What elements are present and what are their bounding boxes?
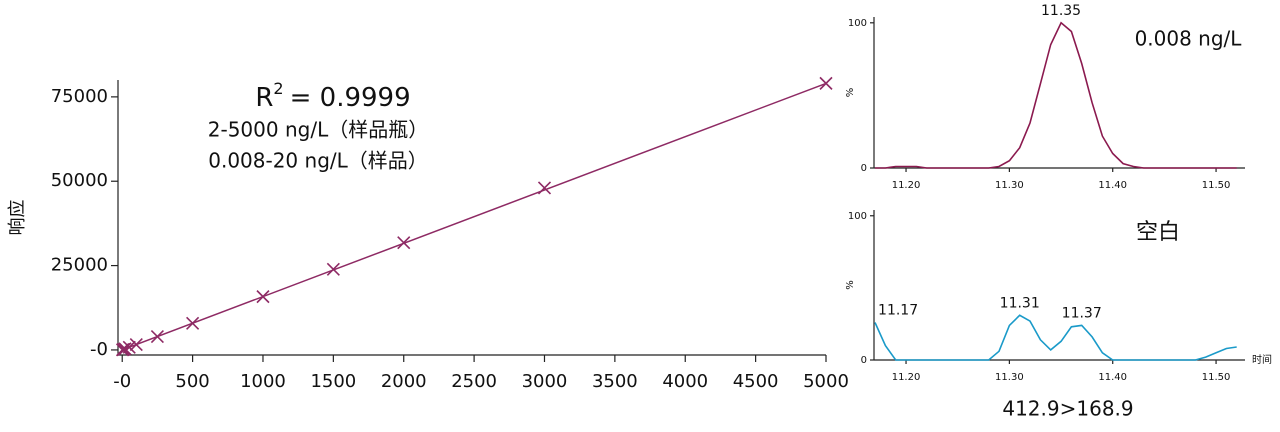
y-tick-label: 0 <box>861 163 867 174</box>
x-axis-label: 时间 <box>1252 353 1272 366</box>
x-tick-label: 11.20 <box>892 180 921 191</box>
x-tick-label: 1500 <box>310 371 356 392</box>
y-tick-label: 100 <box>848 18 867 29</box>
x-tick-label: 11.50 <box>1202 372 1231 383</box>
chromatogram <box>875 21 1237 169</box>
x-tick-label: 2000 <box>381 371 427 392</box>
x-tick-label: 11.30 <box>995 372 1024 383</box>
data-point <box>150 330 164 344</box>
x-tick-label: -0 <box>113 371 131 392</box>
peak-label: 11.35 <box>1041 3 1081 19</box>
x-tick-label: 11.30 <box>995 180 1024 191</box>
chromatogram <box>874 314 1237 361</box>
data-point <box>129 338 143 352</box>
x-tick-label: 11.20 <box>892 372 921 383</box>
x-tick-label: 2500 <box>451 371 497 392</box>
y-tick-label: 25000 <box>51 255 108 276</box>
peak-label: 11.31 <box>1000 295 1040 311</box>
data-point <box>537 181 552 195</box>
r-symbol: R <box>255 83 273 113</box>
x-tick-label: 4500 <box>733 371 779 392</box>
peak-label: 11.17 <box>878 303 918 319</box>
x-tick-label: 500 <box>175 371 209 392</box>
y-tick-label: 0 <box>861 355 867 366</box>
annotation: 0.008 ng/L <box>1135 27 1243 51</box>
x-tick-label: 3000 <box>522 371 568 392</box>
r-squared: R2 = 0.9999 <box>255 79 410 113</box>
data-point <box>256 290 270 304</box>
x-tick-label: 1000 <box>240 371 286 392</box>
y-tick-label: 50000 <box>51 170 108 191</box>
data-point <box>397 236 411 250</box>
y-tick-label: 75000 <box>51 86 108 107</box>
r-value: = 0.9999 <box>290 83 411 113</box>
data-point <box>819 76 833 90</box>
annotation: 空白 <box>1136 220 1180 245</box>
x-tick-label: 11.40 <box>1098 180 1127 191</box>
x-tick-label: 11.40 <box>1098 372 1127 383</box>
x-tick-label: 5000 <box>803 371 849 392</box>
peak-label: 11.37 <box>1062 305 1102 321</box>
y-axis-label: % <box>845 88 856 98</box>
data-point <box>122 340 136 354</box>
x-tick-label: 11.50 <box>1202 180 1231 191</box>
x-tick-label: 4000 <box>662 371 708 392</box>
y-axis-label: % <box>845 280 856 290</box>
y-axis-label: 响应 <box>7 200 28 236</box>
caption: 412.9>168.9 <box>1002 397 1133 421</box>
fit-line <box>121 82 827 351</box>
annotation: 2-5000 ng/L（样品瓶） <box>208 118 428 142</box>
r-exponent: 2 <box>273 79 283 98</box>
data-point <box>186 316 200 330</box>
data-point <box>118 342 132 356</box>
y-tick-label: -0 <box>90 339 108 360</box>
data-point <box>326 262 340 276</box>
annotation: 0.008-20 ng/L（样品） <box>208 149 428 173</box>
y-tick-label: 100 <box>848 211 867 222</box>
x-tick-label: 3500 <box>592 371 638 392</box>
